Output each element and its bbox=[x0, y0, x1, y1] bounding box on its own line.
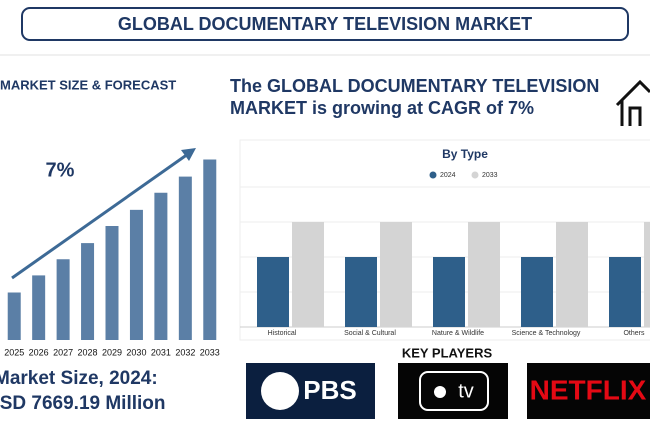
x-tick-label: 2028 bbox=[78, 347, 98, 357]
legend-label: 2033 bbox=[482, 172, 498, 179]
x-tick-label: Social & Cultural bbox=[344, 330, 396, 337]
market-size-label: Market Size, 2024: bbox=[0, 368, 158, 389]
bar bbox=[81, 243, 95, 340]
x-tick-label: 2027 bbox=[53, 347, 73, 357]
x-tick-label: 2033 bbox=[200, 347, 220, 357]
appletv-frame bbox=[419, 371, 489, 411]
bar bbox=[56, 259, 70, 340]
logo-text: tv bbox=[458, 380, 474, 402]
bar bbox=[154, 192, 168, 340]
arrow-head bbox=[181, 148, 196, 161]
bar bbox=[380, 222, 412, 327]
bar bbox=[556, 222, 588, 327]
cagr-heading: The GLOBAL DOCUMENTARY TELEVISION bbox=[230, 76, 599, 96]
market-size-value: USD 7669.19 Million bbox=[0, 393, 166, 414]
cagr-heading: MARKET is growing at CAGR of 7% bbox=[230, 98, 534, 118]
pbs-circle bbox=[261, 372, 299, 410]
trend-arrow bbox=[11, 152, 189, 280]
x-tick-label: Historical bbox=[268, 330, 297, 337]
bar bbox=[521, 257, 553, 327]
x-tick-label: Nature & Wildlife bbox=[432, 330, 484, 337]
bar bbox=[105, 226, 119, 340]
x-tick-label: 2032 bbox=[175, 347, 195, 357]
x-tick-label: 2031 bbox=[151, 347, 171, 357]
x-tick-label: Science & Technology bbox=[512, 330, 581, 337]
annotation: 7% bbox=[46, 159, 75, 181]
logo-text: NETFLIX bbox=[530, 374, 647, 405]
x-tick-label: 2026 bbox=[29, 347, 49, 357]
bar bbox=[468, 222, 500, 327]
netflix-logo bbox=[527, 363, 650, 419]
legend-swatch bbox=[471, 171, 479, 179]
forecast-heading: MARKET SIZE & FORECAST bbox=[0, 77, 176, 92]
x-tick-label: Others bbox=[623, 330, 645, 337]
bar bbox=[345, 257, 377, 327]
title-box bbox=[21, 7, 629, 41]
x-tick-label: 2030 bbox=[126, 347, 146, 357]
house-icon bbox=[615, 79, 650, 126]
bar bbox=[292, 222, 324, 327]
bar bbox=[178, 176, 192, 340]
bar bbox=[433, 257, 465, 327]
logo-text: PBS bbox=[303, 375, 356, 405]
x-tick-label: 2025 bbox=[4, 347, 24, 357]
key-players-title: KEY PLAYERS bbox=[402, 345, 493, 360]
bar bbox=[257, 257, 289, 327]
bar bbox=[644, 222, 650, 327]
bar bbox=[129, 209, 143, 340]
legend-swatch bbox=[429, 171, 437, 179]
legend-label: 2024 bbox=[440, 172, 456, 179]
apple-icon bbox=[434, 386, 446, 398]
page-title: GLOBAL DOCUMENTARY TELEVISION MARKET bbox=[118, 14, 532, 34]
x-tick-label: 2029 bbox=[102, 347, 122, 357]
chart-title: By Type bbox=[442, 147, 488, 161]
bar bbox=[7, 292, 21, 340]
bar bbox=[32, 275, 46, 340]
bar bbox=[203, 159, 217, 340]
bar bbox=[609, 257, 641, 327]
